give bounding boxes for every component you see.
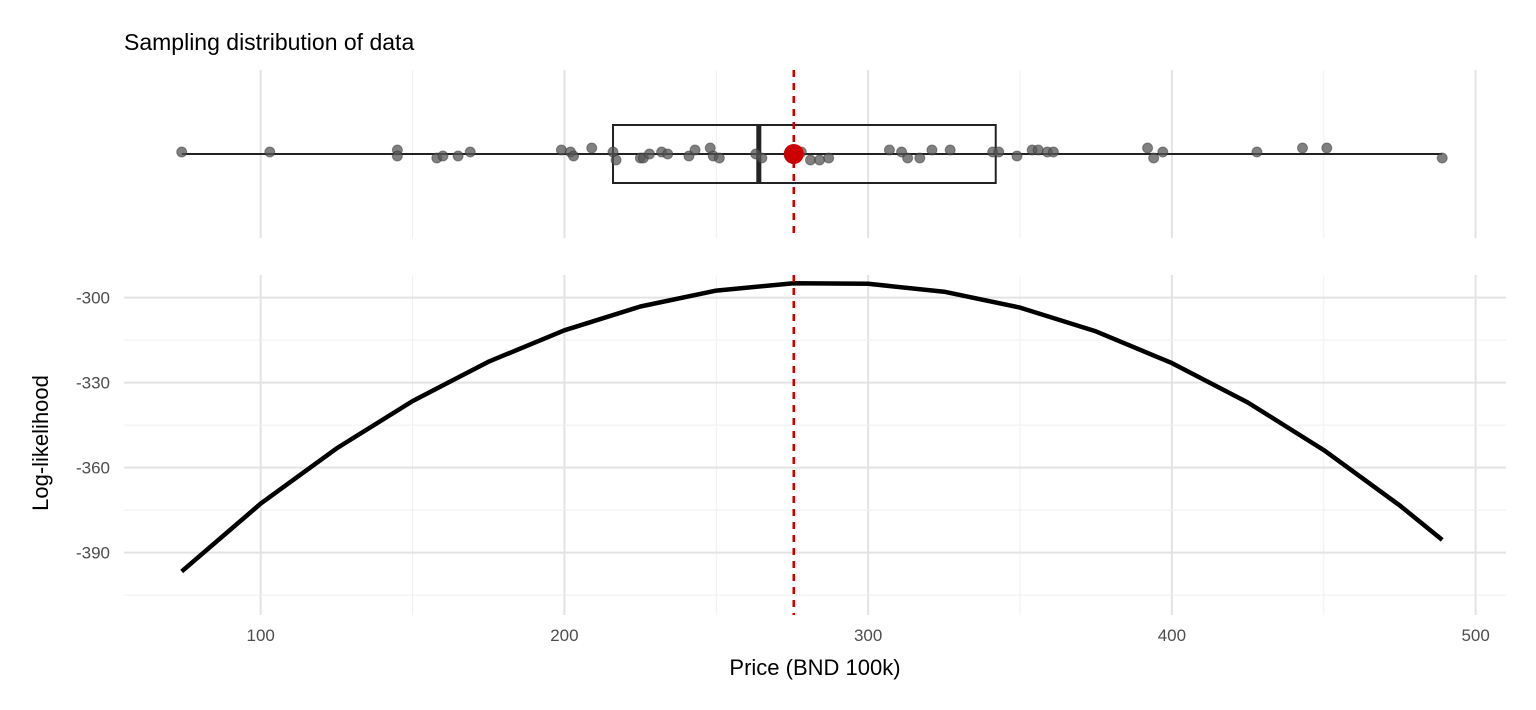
data-point	[452, 150, 464, 162]
data-point	[176, 146, 188, 158]
data-point	[1157, 146, 1169, 158]
data-point	[804, 154, 816, 166]
y-tick-label: -360	[76, 459, 110, 478]
x-tick-label: 300	[854, 626, 882, 645]
data-point	[1148, 152, 1160, 164]
x-axis-title: Price (BND 100k)	[729, 655, 900, 680]
y-tick-label: -300	[76, 289, 110, 308]
data-point	[643, 148, 655, 160]
data-point	[814, 154, 826, 166]
data-point	[1296, 142, 1308, 154]
x-tick-label: 200	[550, 626, 578, 645]
y-tick-label: -330	[76, 374, 110, 393]
boxplot-panel	[176, 124, 1448, 184]
data-point	[437, 150, 449, 162]
data-point	[568, 150, 580, 162]
data-point	[756, 152, 768, 164]
data-point	[1436, 152, 1448, 164]
data-point	[1251, 146, 1263, 158]
data-point	[662, 148, 674, 160]
y-axis-title: Log-likelihood	[28, 375, 53, 511]
data-point	[823, 152, 835, 164]
data-point	[993, 146, 1005, 158]
data-point	[902, 152, 914, 164]
data-point	[883, 144, 895, 156]
x-tick-label: 500	[1461, 626, 1489, 645]
data-point	[713, 152, 725, 164]
data-point	[926, 144, 938, 156]
log-likelihood-panel	[180, 280, 1444, 574]
data-point	[555, 144, 567, 156]
data-point	[610, 154, 622, 166]
x-tick-label: 400	[1158, 626, 1186, 645]
y-tick-label: -390	[76, 544, 110, 563]
data-point	[1011, 150, 1023, 162]
data-point	[264, 146, 276, 158]
data-point	[944, 144, 956, 156]
data-point	[689, 144, 701, 156]
data-point	[1142, 142, 1154, 154]
data-point	[464, 146, 476, 158]
data-point	[1321, 142, 1333, 154]
log-likelihood-curve	[180, 280, 1444, 574]
data-point	[914, 152, 926, 164]
bottom-panel-grid	[124, 275, 1506, 615]
chart-title: Sampling distribution of data	[124, 29, 414, 55]
data-point	[391, 150, 403, 162]
x-tick-label: 100	[246, 626, 274, 645]
axis-ticks: 100 200 300 400 500 -300 -330 -360 -390	[76, 289, 1490, 645]
data-point	[586, 142, 598, 154]
data-point	[1047, 146, 1059, 158]
data-point	[1032, 144, 1044, 156]
